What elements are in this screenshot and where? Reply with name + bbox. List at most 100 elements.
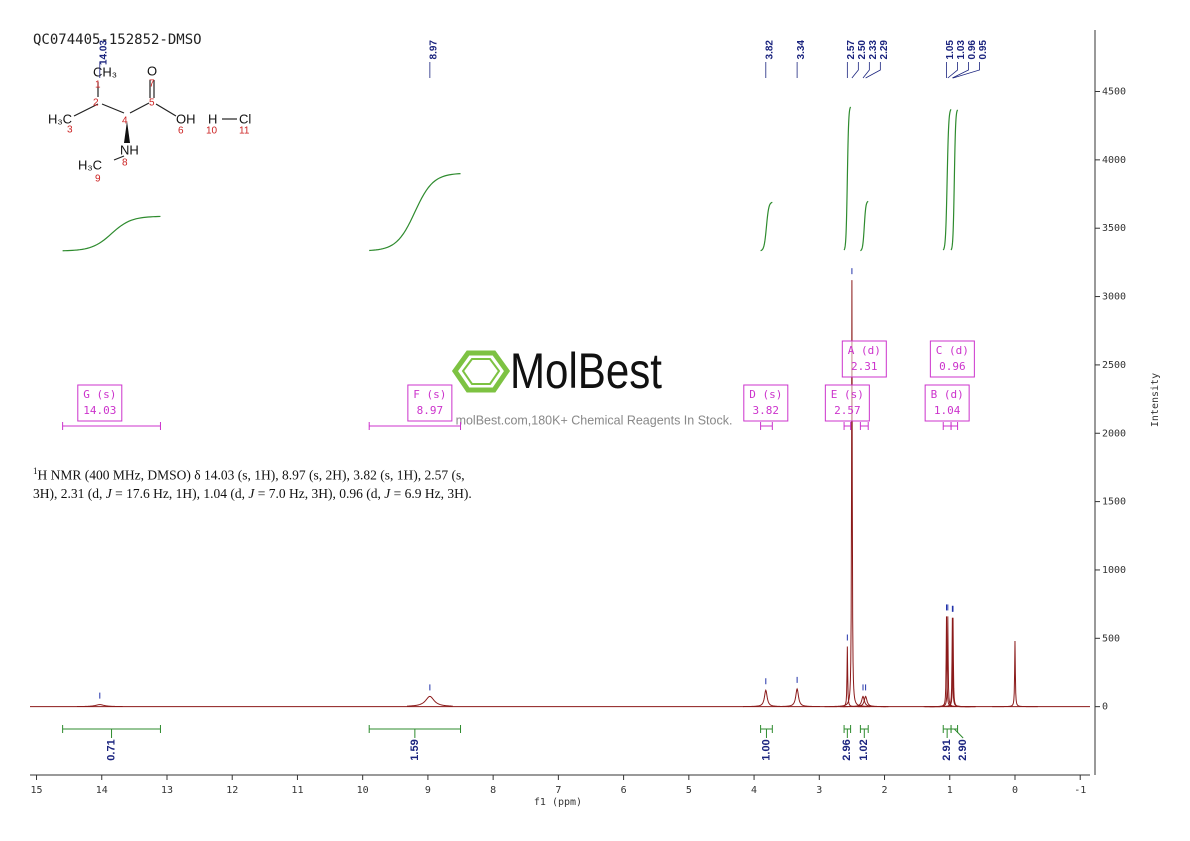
multiplet-name: G (s) — [83, 388, 116, 401]
description-text: = 17.6 Hz, 1H), 1.04 (d, — [111, 485, 249, 501]
multiplet-range — [368, 422, 462, 430]
watermark-logo — [451, 350, 511, 393]
y-tick-label: 3000 — [1102, 292, 1126, 303]
peak-label: 3.34 — [796, 40, 807, 60]
description-text: = 7.0 Hz, 3H), 0.96 (d, — [254, 485, 385, 501]
y-tick-label: 2500 — [1102, 360, 1126, 371]
x-tick-label: 7 — [555, 785, 561, 796]
atom-number: 1 — [95, 80, 101, 91]
peak-label: 2.29 — [879, 40, 890, 60]
x-tick-label: 1 — [947, 785, 953, 796]
y-tick-label: 2000 — [1102, 428, 1126, 439]
multiplet-shift: 0.96 — [939, 360, 966, 373]
integral-label: 1.00 — [760, 739, 772, 760]
peak-label-connector — [862, 62, 870, 79]
peak-label-connector — [947, 62, 958, 79]
peak-label-connector — [851, 62, 859, 79]
peak-label: 3.82 — [764, 40, 775, 60]
atom-number: 6 — [178, 126, 184, 137]
multiplet-range — [843, 422, 852, 430]
peak-label: 0.96 — [967, 40, 978, 60]
integral-curve — [369, 173, 461, 252]
atom-label: H — [208, 111, 217, 126]
integral-curve — [760, 201, 773, 252]
multiplet-name: B (d) — [931, 388, 964, 401]
atom-number: 5 — [149, 98, 155, 109]
atom-number: 9 — [95, 174, 101, 185]
peak — [829, 280, 875, 708]
multiplet-box — [929, 340, 975, 378]
superscript: 1 — [33, 466, 38, 476]
description-text: J — [105, 485, 112, 501]
watermark-brand: MolBest — [510, 343, 662, 399]
atom-label: OH — [176, 111, 196, 126]
x-tick-label: 13 — [161, 785, 173, 796]
peak-label-connector — [865, 62, 881, 79]
peak — [774, 687, 820, 708]
multiplet-name: E (s) — [831, 388, 864, 401]
y-tick-label: 4000 — [1102, 155, 1126, 166]
multiplet-range — [859, 422, 869, 430]
x-tick-label: 15 — [30, 785, 42, 796]
multiplet-name: F (s) — [413, 388, 446, 401]
multiplet-shift: 2.31 — [851, 360, 878, 373]
x-axis-label: f1 (ppm) — [534, 797, 582, 808]
atom-number: 2 — [93, 98, 99, 109]
peak-label: 1.03 — [956, 40, 967, 60]
multiplet-box — [824, 384, 870, 422]
integral-label: 1.59 — [409, 739, 421, 760]
x-tick-label: -1 — [1074, 785, 1086, 796]
atom-number: 11 — [239, 126, 250, 137]
multiplet-shift: 3.82 — [753, 404, 780, 417]
peak — [842, 695, 889, 708]
peak — [930, 617, 976, 708]
description-text: H NMR (400 MHz, DMSO) δ 14.03 (s, 1H), 8… — [33, 467, 465, 501]
x-tick-label: 9 — [425, 785, 431, 796]
atom-label: H₃C — [48, 111, 72, 126]
plot-layer: 15 14 13 12 11 10 9 8 7 6 5 4 3 2 1 0 -10500100015002000… — [30, 30, 1126, 796]
integral-curve — [950, 109, 959, 251]
integral-curve — [62, 215, 161, 252]
atom-label: Cl — [239, 111, 251, 126]
peak-label-connector — [952, 62, 980, 79]
molecule-bonds — [73, 80, 237, 161]
multiplet-range — [942, 422, 952, 430]
x-tick-label: 0 — [1012, 785, 1018, 796]
multiplet-box — [407, 384, 453, 422]
atom-label: CH₃ — [93, 64, 117, 79]
multiplet-name: D (s) — [749, 388, 782, 401]
x-tick-label: 3 — [816, 785, 822, 796]
multiplet-range — [760, 422, 773, 430]
peak-label-connector — [952, 62, 969, 79]
x-tick-label: 11 — [291, 785, 303, 796]
peak-label: 2.33 — [868, 40, 879, 60]
multiplet-shift: 1.04 — [934, 404, 961, 417]
multiplet-name: A (d) — [848, 344, 881, 357]
atom-number: 7 — [149, 79, 155, 90]
integral-curve — [942, 109, 952, 251]
peak-label: 14.03 — [98, 40, 109, 65]
peak-label: 1.05 — [945, 40, 956, 60]
peak — [742, 689, 789, 708]
y-tick-label: 3500 — [1102, 223, 1126, 234]
peak-label: 2.50 — [857, 40, 868, 60]
atom-number: 4 — [122, 116, 128, 127]
multiplet-range — [950, 422, 959, 430]
integral-tick — [953, 728, 964, 739]
multiplet-name: C (d) — [936, 344, 969, 357]
multiplet-box — [743, 384, 789, 422]
integral-label: 2.91 — [941, 739, 953, 760]
multiplet-shift: 8.97 — [417, 404, 444, 417]
description-text: J — [384, 485, 391, 501]
wedge-bond — [124, 121, 130, 143]
integral-label: 1.02 — [858, 739, 870, 760]
multiplet-range — [62, 422, 161, 430]
integral-curve — [860, 200, 869, 252]
peak — [407, 695, 453, 707]
integral-label: 0.71 — [105, 739, 117, 760]
atom-label: NH — [120, 142, 139, 157]
y-tick-label: 4500 — [1102, 87, 1126, 98]
peak-label: 2.57 — [846, 40, 857, 60]
integral-label: 2.90 — [957, 739, 969, 760]
